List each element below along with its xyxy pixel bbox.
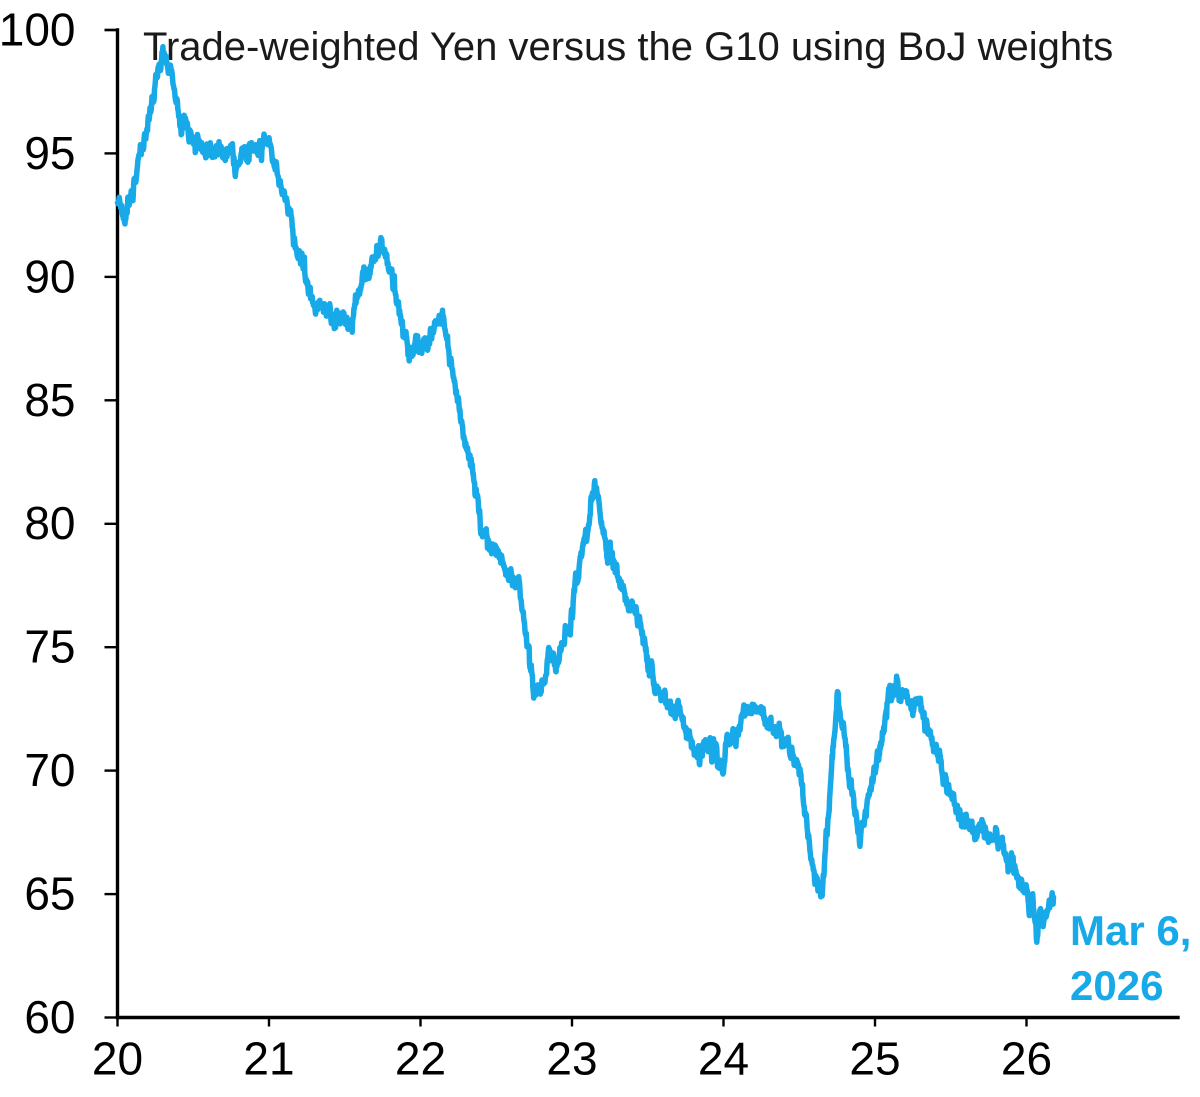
svg-text:2026: 2026 xyxy=(1070,962,1163,1009)
svg-text:100: 100 xyxy=(0,4,76,56)
svg-text:60: 60 xyxy=(24,991,75,1043)
svg-text:80: 80 xyxy=(24,497,75,549)
svg-text:75: 75 xyxy=(24,621,75,673)
svg-text:90: 90 xyxy=(24,250,75,302)
svg-text:20: 20 xyxy=(92,1033,143,1085)
svg-text:85: 85 xyxy=(24,374,75,426)
svg-text:26: 26 xyxy=(1001,1033,1052,1085)
svg-text:21: 21 xyxy=(243,1033,294,1085)
svg-text:22: 22 xyxy=(395,1033,446,1085)
svg-text:24: 24 xyxy=(698,1033,749,1085)
svg-text:Mar 6,: Mar 6, xyxy=(1070,907,1191,954)
svg-text:25: 25 xyxy=(849,1033,900,1085)
svg-text:70: 70 xyxy=(24,744,75,796)
svg-text:95: 95 xyxy=(24,127,75,179)
svg-text:23: 23 xyxy=(546,1033,597,1085)
svg-text:Trade-weighted Yen versus the: Trade-weighted Yen versus the G10 using … xyxy=(143,25,1113,69)
svg-text:65: 65 xyxy=(24,868,75,920)
